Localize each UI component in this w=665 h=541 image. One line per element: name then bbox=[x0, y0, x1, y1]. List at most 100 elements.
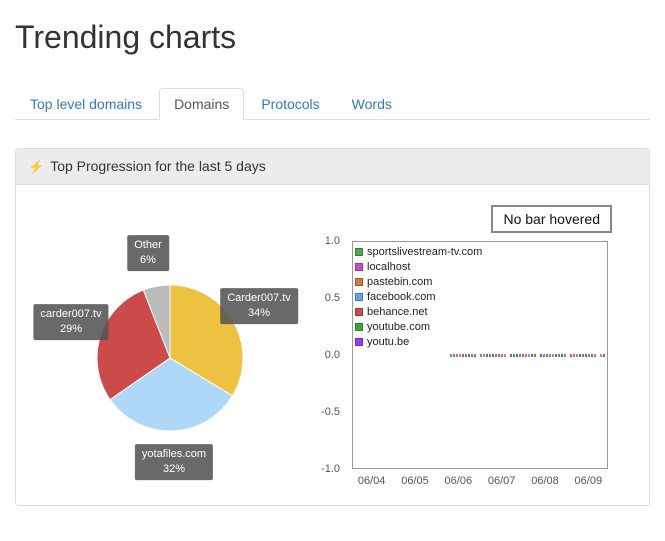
flash-icon: ⚡ bbox=[28, 159, 45, 175]
y-tick-label: -0.5 bbox=[321, 406, 340, 419]
zero-bar-mark bbox=[533, 354, 536, 358]
zero-bar-mark bbox=[509, 354, 512, 358]
legend-swatch bbox=[355, 292, 363, 301]
pie-label-other: Other 6% bbox=[127, 235, 169, 272]
hover-indicator: No bar hovered bbox=[491, 205, 612, 234]
zero-bar-mark bbox=[467, 354, 470, 358]
zero-bar-mark bbox=[542, 354, 545, 358]
zero-bar-mark bbox=[470, 354, 473, 358]
legend-swatch bbox=[355, 322, 363, 331]
y-tick-label: 0.5 bbox=[324, 292, 340, 305]
x-tick-label: 06/06 bbox=[444, 475, 473, 488]
page-container: Trending charts Top level domains Domain… bbox=[0, 19, 665, 507]
zero-bar-mark bbox=[593, 354, 596, 358]
zero-bar-mark bbox=[545, 354, 548, 358]
x-tick-label: 06/04 bbox=[357, 475, 386, 488]
legend-label: sportslivestream-tv.com bbox=[367, 245, 483, 258]
tab-words-link[interactable]: Words bbox=[351, 96, 392, 113]
x-axis-labels: 06/04 06/05 06/06 06/07 06/08 06/09 bbox=[350, 475, 610, 487]
bar-chart[interactable]: sportslivestream-tv.com localhost pastebin… bbox=[352, 241, 608, 470]
zero-bar-mark bbox=[569, 354, 572, 358]
legend-label: facebook.com bbox=[367, 290, 436, 303]
pie-label-yotafiles: yotafiles.com 32% bbox=[134, 444, 214, 481]
zero-bar-mark bbox=[515, 354, 518, 358]
zero-bar-mark bbox=[479, 354, 482, 358]
zero-bar-mark bbox=[473, 354, 476, 358]
legend-label: youtu.be bbox=[367, 335, 410, 348]
x-tick-label: 06/08 bbox=[531, 475, 559, 488]
x-tick-label: 06/09 bbox=[574, 475, 603, 488]
tab-top-level-domains[interactable]: Top level domains bbox=[15, 88, 157, 120]
zero-bar-mark bbox=[584, 354, 587, 358]
zero-bar-mark bbox=[494, 354, 497, 358]
zero-bar-mark bbox=[557, 354, 560, 358]
zero-bar-mark bbox=[500, 354, 503, 358]
zero-line-marks bbox=[449, 353, 605, 358]
zero-bar-mark bbox=[455, 354, 458, 358]
zero-bar-mark bbox=[578, 354, 581, 358]
pie-slice[interactable] bbox=[142, 284, 171, 359]
zero-bar-mark bbox=[449, 354, 452, 358]
legend-swatch bbox=[355, 277, 363, 286]
y-tick-label: -1.0 bbox=[321, 463, 340, 476]
top-progression-panel: ⚡ Top Progression for the last 5 days No … bbox=[15, 148, 650, 507]
legend-swatch bbox=[355, 247, 363, 256]
zero-bar-mark bbox=[458, 354, 461, 358]
zero-bar-mark bbox=[575, 354, 578, 358]
zero-bar-mark bbox=[488, 354, 491, 358]
zero-bar-mark bbox=[530, 354, 533, 358]
zero-bar-mark bbox=[482, 354, 485, 358]
legend-swatch bbox=[355, 337, 363, 346]
zero-bar-mark bbox=[560, 354, 563, 358]
legend-item: sportslivestream-tv.com bbox=[355, 244, 482, 259]
tab-top-level-domains-link[interactable]: Top level domains bbox=[30, 96, 143, 113]
pie-label-carder007-tv-upper: Carder007.tv 34% bbox=[220, 288, 298, 325]
x-tick-label: 06/07 bbox=[487, 475, 516, 488]
legend-item: behance.net bbox=[355, 304, 482, 319]
page-title: Trending charts bbox=[15, 19, 237, 55]
legend-swatch bbox=[355, 307, 363, 316]
y-axis-labels: 1.0 0.5 0.0 -0.5 -1.0 bbox=[310, 235, 346, 475]
y-tick-label: 1.0 bbox=[324, 235, 340, 248]
zero-bar-mark bbox=[563, 354, 566, 358]
legend-swatch bbox=[355, 262, 363, 271]
zero-bar-mark bbox=[491, 354, 494, 358]
zero-bar-mark bbox=[590, 354, 593, 358]
chart-legend: sportslivestream-tv.com localhost pastebin… bbox=[355, 244, 482, 349]
pie-slice[interactable] bbox=[109, 357, 234, 432]
zero-bar-mark bbox=[485, 354, 488, 358]
tab-domains-link[interactable]: Domains bbox=[159, 88, 245, 121]
tab-domains[interactable]: Domains bbox=[159, 88, 245, 121]
panel-heading-text: Top Progression for the last 5 days bbox=[50, 158, 266, 175]
zero-bar-mark bbox=[599, 354, 602, 358]
tab-bar: Top level domains Domains Protocols Word… bbox=[15, 88, 650, 121]
zero-bar-mark bbox=[581, 354, 584, 358]
zero-bar-mark bbox=[548, 354, 551, 358]
tab-words[interactable]: Words bbox=[337, 88, 407, 120]
zero-bar-mark bbox=[554, 354, 557, 358]
zero-bar-mark bbox=[551, 354, 554, 358]
legend-item: localhost bbox=[355, 259, 482, 274]
zero-bar-mark bbox=[518, 354, 521, 358]
tab-protocols-link[interactable]: Protocols bbox=[261, 96, 320, 113]
legend-item: pastebin.com bbox=[355, 274, 482, 289]
zero-bar-mark bbox=[464, 354, 467, 358]
legend-item: youtube.com bbox=[355, 319, 482, 334]
tab-protocols[interactable]: Protocols bbox=[246, 88, 334, 120]
zero-bar-mark bbox=[524, 354, 527, 358]
pie-label-carder007-tv-lower: carder007.tv 29% bbox=[33, 304, 109, 341]
panel-body: No bar hovered Other 6% Carder007.tv 34%… bbox=[16, 185, 649, 506]
legend-label: behance.net bbox=[367, 305, 428, 318]
zero-bar-mark bbox=[512, 354, 515, 358]
zero-bar-mark bbox=[587, 354, 590, 358]
zero-bar-mark bbox=[452, 354, 455, 358]
zero-bar-mark bbox=[602, 354, 605, 358]
zero-bar-mark bbox=[521, 354, 524, 358]
zero-bar-mark bbox=[572, 354, 575, 358]
legend-label: pastebin.com bbox=[367, 275, 433, 288]
panel-heading: ⚡ Top Progression for the last 5 days bbox=[16, 149, 649, 186]
legend-label: localhost bbox=[367, 260, 411, 273]
legend-item: facebook.com bbox=[355, 289, 482, 304]
y-tick-label: 0.0 bbox=[324, 349, 340, 362]
zero-bar-mark bbox=[497, 354, 500, 358]
